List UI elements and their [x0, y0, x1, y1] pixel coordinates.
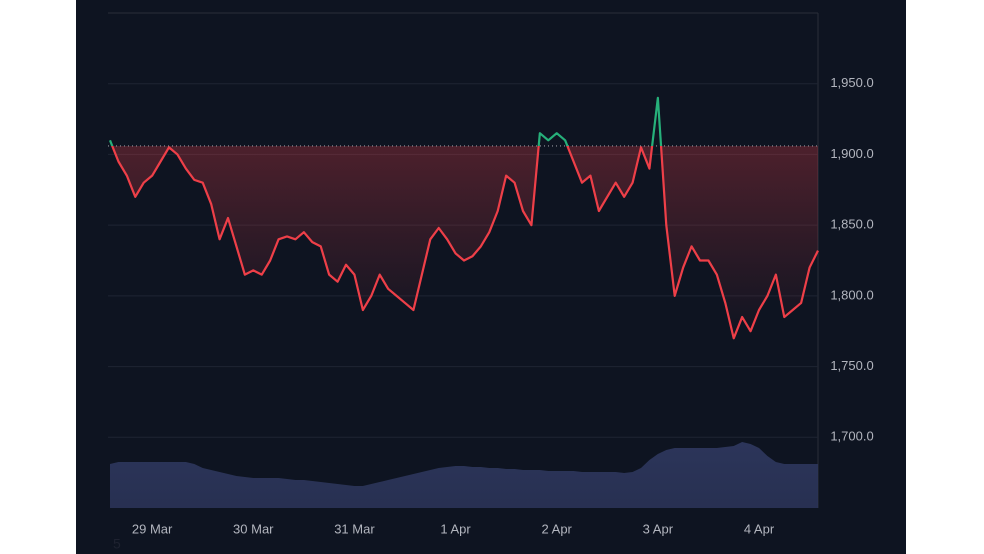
x-tick-label: 31 Mar — [334, 521, 375, 536]
y-tick-label: 1,700.0 — [830, 429, 873, 444]
x-tick-label: 30 Mar — [233, 521, 274, 536]
x-tick-label: 4 Apr — [744, 521, 775, 536]
y-tick-label: 1,800.0 — [830, 287, 873, 302]
y-tick-label: 1,950.0 — [830, 75, 873, 90]
x-tick-label: 1 Apr — [440, 521, 471, 536]
price-line — [108, 96, 819, 340]
x-tick-label: 2 Apr — [542, 521, 573, 536]
y-tick-label: 1,900.0 — [830, 146, 873, 161]
x-tick-label: 29 Mar — [132, 521, 173, 536]
x-tick-label: 3 Apr — [643, 521, 674, 536]
y-tick-label: 1,750.0 — [830, 358, 873, 373]
watermark: 5 — [113, 536, 121, 552]
baseline-area — [110, 145, 818, 339]
volume-area — [110, 442, 818, 508]
y-tick-label: 1,850.0 — [830, 217, 873, 232]
